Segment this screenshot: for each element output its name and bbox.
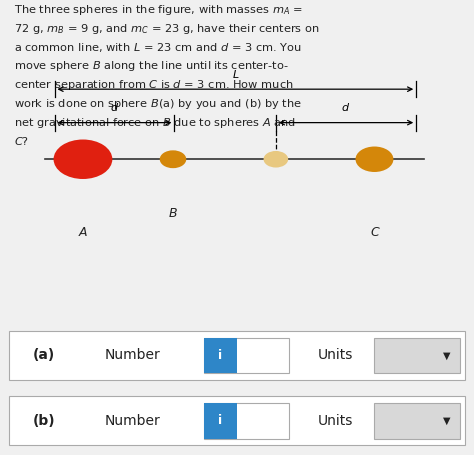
Circle shape <box>264 151 288 167</box>
Bar <box>374 338 460 373</box>
Text: $d$: $d$ <box>341 101 351 113</box>
Text: ▼: ▼ <box>443 350 450 360</box>
Text: Units: Units <box>318 414 353 428</box>
Text: i: i <box>219 415 222 427</box>
Text: i: i <box>219 349 222 362</box>
Text: Number: Number <box>104 349 160 362</box>
Text: The three spheres in the figure, with masses $m_A$ =
72 g, $m_B$ = 9 g, and $m_C: The three spheres in the figure, with ma… <box>14 3 320 147</box>
Circle shape <box>160 150 186 168</box>
Bar <box>9 396 465 445</box>
Text: Units: Units <box>318 349 353 362</box>
Text: $d$: $d$ <box>110 101 119 113</box>
Bar <box>204 338 237 373</box>
Text: $L$: $L$ <box>232 68 239 80</box>
Text: Number: Number <box>104 414 160 428</box>
Bar <box>204 403 289 439</box>
Text: C: C <box>370 226 379 239</box>
Bar <box>204 403 237 439</box>
Bar <box>204 338 289 373</box>
Text: (b): (b) <box>33 414 56 428</box>
Bar <box>9 331 465 380</box>
Text: ▼: ▼ <box>443 416 450 426</box>
Circle shape <box>54 140 112 179</box>
Text: (a): (a) <box>33 349 55 362</box>
Bar <box>374 403 460 439</box>
Circle shape <box>356 147 393 172</box>
Text: B: B <box>169 207 177 220</box>
Text: A: A <box>79 226 87 239</box>
